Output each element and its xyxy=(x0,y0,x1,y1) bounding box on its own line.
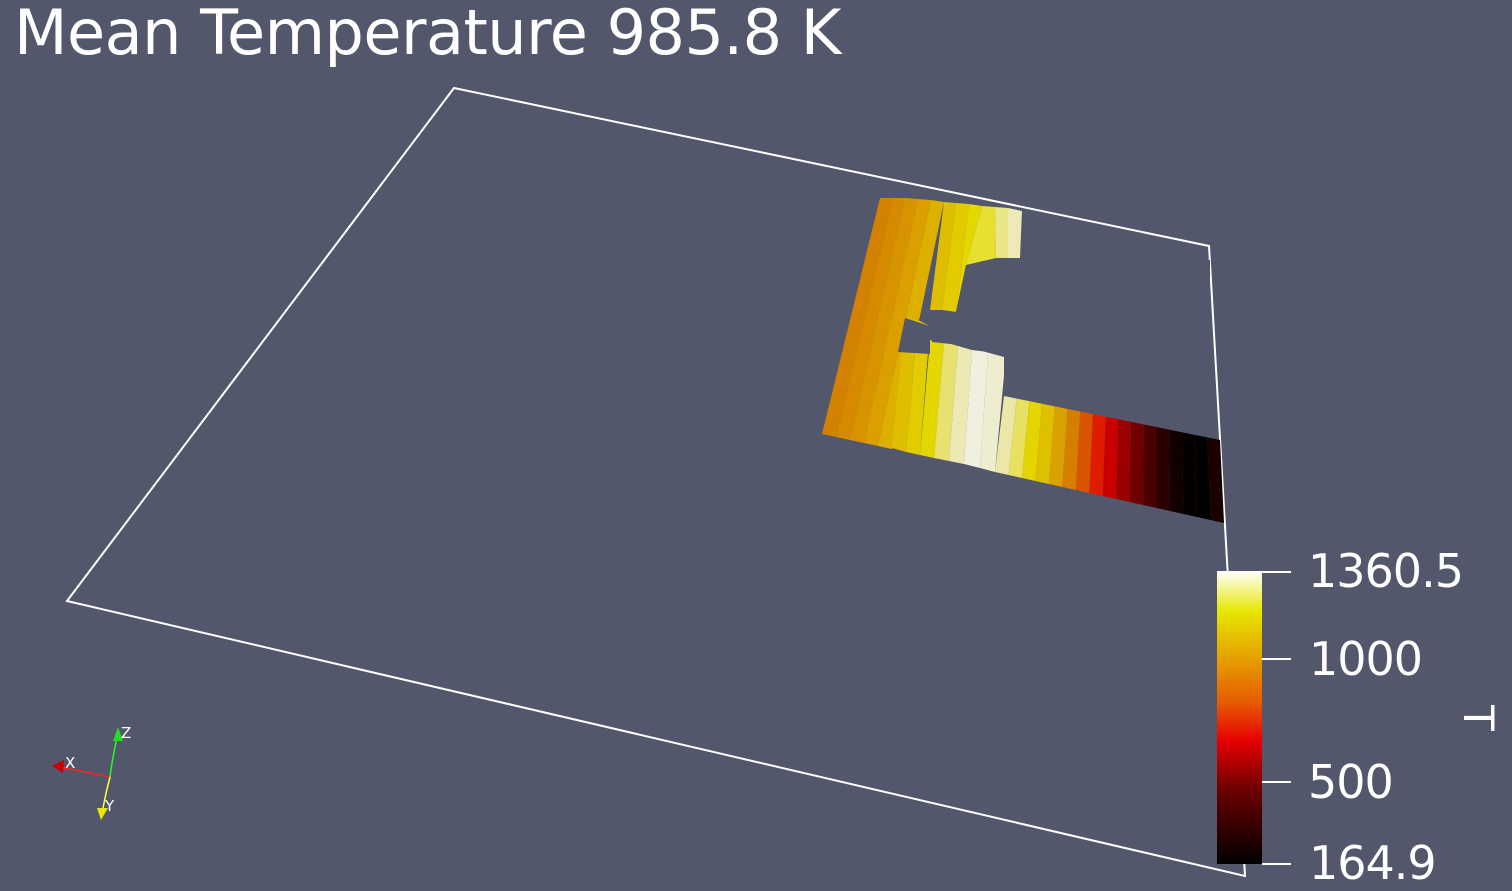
z-axis-label: Z xyxy=(121,724,131,742)
field-cell xyxy=(1048,406,1068,487)
field-cell xyxy=(1089,414,1106,496)
scalar-bar-label-500: 500 xyxy=(1308,755,1394,809)
field-hole xyxy=(898,318,930,354)
field-cell xyxy=(1181,432,1198,517)
scalar-bar-title: T xyxy=(1454,705,1503,731)
field-cell xyxy=(1035,403,1055,484)
field-cell xyxy=(906,320,930,455)
field-cell xyxy=(1021,401,1043,481)
field-cell xyxy=(920,340,944,458)
field-cell xyxy=(1156,427,1171,511)
field-cell xyxy=(864,199,931,446)
field-cell xyxy=(949,346,972,464)
y-axis-line xyxy=(102,776,111,809)
field-cell xyxy=(850,198,918,443)
field-cell xyxy=(995,396,1017,475)
field-cell xyxy=(1207,437,1224,523)
scalar-bar-label-min: 164.9 xyxy=(1309,836,1437,890)
x-axis-arrow-icon xyxy=(52,760,64,773)
field-cell xyxy=(966,206,996,265)
field-cell xyxy=(822,198,893,437)
scalar-bar-gradient xyxy=(1217,571,1262,864)
viewport-title: Mean Temperature 985.8 K xyxy=(14,0,841,69)
x-axis-line xyxy=(59,766,111,778)
field-cell xyxy=(1169,429,1184,514)
x-axis-label: X xyxy=(65,754,75,772)
field-cell xyxy=(1062,408,1081,490)
field-cell xyxy=(1129,421,1144,505)
field-hole xyxy=(918,260,1210,395)
field-cell xyxy=(836,198,905,440)
domain-outline xyxy=(65,86,1247,878)
field-cell xyxy=(1194,434,1211,520)
field-cell xyxy=(930,202,956,310)
field-cell xyxy=(956,204,982,312)
z-axis-line xyxy=(109,737,118,778)
field-cell xyxy=(1008,398,1030,478)
scalar-bar-label-max: 1360.5 xyxy=(1308,544,1464,598)
field-cell xyxy=(980,352,1006,472)
field-cell xyxy=(995,207,1008,258)
field-cell xyxy=(934,342,958,461)
y-axis-label: Y xyxy=(104,797,115,815)
field-cell xyxy=(1143,424,1157,508)
orientation-axes[interactable]: X Z Y xyxy=(52,724,131,820)
field-cell xyxy=(1075,411,1093,493)
field-cell xyxy=(1008,208,1022,258)
scalar-bar-label-1000: 1000 xyxy=(1309,632,1423,686)
z-axis-arrow-icon xyxy=(113,727,123,741)
scalar-bar xyxy=(1217,571,1291,865)
temperature-field xyxy=(822,198,1224,523)
field-cell xyxy=(1116,419,1132,502)
y-axis-arrow-icon xyxy=(97,808,108,820)
field-cell xyxy=(1102,416,1119,499)
field-cell xyxy=(942,203,969,312)
field-cell xyxy=(964,350,988,468)
